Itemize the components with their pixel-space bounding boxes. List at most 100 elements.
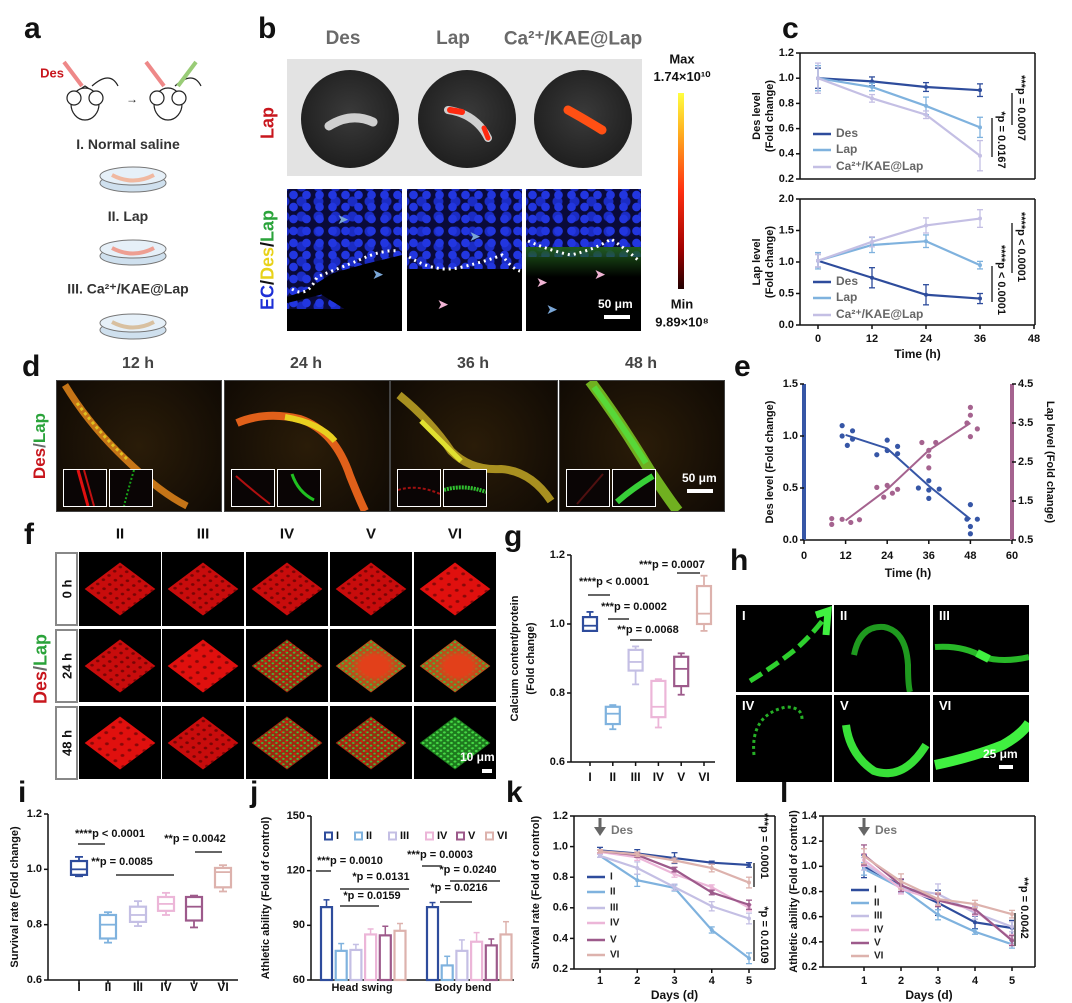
chart-e-2-scatter-point-Lap (874, 484, 880, 490)
ivis-image-ca-kae-lap (534, 70, 632, 168)
chart-j-5-bar-VI (499, 933, 513, 982)
chart-k-6-y-tick-label: 0.8 (553, 871, 568, 883)
panel-letter-b: b (258, 12, 277, 45)
chart-i-4-x-tick-label: IV (160, 980, 171, 994)
chart-k-6-data-point (672, 858, 677, 863)
chart-k-6-y-tick-label: 0.4 (553, 932, 569, 944)
chart-c-1-series-line-Des (817, 259, 981, 300)
chart-c-0-data-point (870, 96, 874, 101)
chart-i-4-x-tick-label: VI (217, 980, 228, 994)
chart-j-5-bar-IV (470, 940, 484, 982)
inset-green-channel (612, 469, 656, 507)
chart-j-5-legend-swatch (456, 831, 465, 841)
biofilm-image-IV-48h (246, 706, 328, 779)
chart-e-2-scatter-point-Des (967, 531, 974, 537)
chart-c-1-y-axis-label: (Fold change) (764, 226, 776, 298)
arrow-icon: ➤ (337, 211, 349, 227)
chart-c-0-y-axis-label: Des level (751, 92, 763, 140)
arrow-icon: ➤ (372, 266, 384, 282)
panel-letter-j: j (250, 776, 259, 809)
panel-a-schematic: → Des I. Normal saline II. Lap III. Ca²⁺… (0, 0, 250, 340)
chart-e-2-scatter-point-Lap (964, 420, 970, 426)
chart-k-6-x-tick-label: 4 (709, 975, 716, 987)
chart-e-2-scatter-point-Des (915, 485, 922, 491)
chart-k-6-data-point (747, 862, 751, 867)
mouse-injection-illustration: → (62, 60, 202, 340)
chart-c-0-y-tick-label: 0.4 (779, 148, 795, 160)
chart-e-2-y2-axis-label: Lap level (Fold change) (1044, 401, 1056, 524)
chart-l-7-y-tick-label: 1.0 (802, 860, 817, 872)
chart-c-1-y-tick-label: 2.0 (779, 193, 794, 205)
chart-j-5-y-tick-label: 150 (287, 810, 305, 822)
group-label: III (939, 608, 950, 623)
chart-k-6-data-point (635, 878, 640, 883)
chart-l-7-data-point (973, 920, 977, 925)
chart-c-1-data-point (978, 263, 982, 268)
calcium-image-VI: VI 25 μm (933, 695, 1029, 782)
chart-e-2-y2-tick-label: 3.5 (1018, 417, 1033, 429)
chart-c-0-legend-label: Lap (836, 142, 857, 156)
time-label-12h: 12 h (121, 355, 155, 372)
chart-i-4-box-VI (213, 866, 233, 889)
chart-e-2-scatter-point-Des (849, 436, 856, 442)
group-label: VI (939, 698, 952, 713)
ivis-image-strip (287, 59, 642, 176)
chart-e-2-scatter-point-Des (964, 516, 970, 522)
chart-k-6-arrow-icon (594, 827, 606, 836)
chart-e-2-y-tick-label: 1.5 (783, 378, 798, 390)
chart-c-0-data-point (924, 103, 928, 108)
colorbar-max-label: Max (669, 51, 695, 67)
column-label-VI: VI (447, 525, 463, 543)
chart-l-7-legend-label: I (874, 885, 877, 896)
chart-e-2-scatter-point-Des (967, 523, 974, 530)
chart-l-7-x-tick-label: 5 (1009, 975, 1015, 987)
chart-k-6-y-tick-label: 1.2 (553, 810, 568, 822)
chart-c-0-series-line-Des (817, 77, 981, 92)
chart-j-5-legend-label: V (468, 830, 476, 842)
chart-g-3-x-tick-label: VI (698, 770, 709, 784)
chart-e-2-scatter-point-Des (974, 516, 980, 522)
chart-e-2-x-tick-label: 48 (964, 550, 976, 562)
chart-l-7-data-point (899, 879, 903, 884)
group-label: V (840, 698, 849, 713)
time-label-36h: 36 h (456, 355, 490, 372)
panel-letter-c: c (782, 12, 799, 45)
chart-e-2-scatter-point-Des (936, 486, 942, 492)
confocal-image-lap: ➤ ➤ (407, 189, 522, 331)
chart-k-6-data-point (709, 866, 714, 871)
chart-l-7-y-axis-label: Athletic ability (Fold of control) (788, 810, 800, 973)
chart-e-2-y2-tick-label: 4.5 (1018, 378, 1033, 390)
group-label: IV (742, 698, 755, 713)
chart-k-6-data-point (747, 880, 751, 885)
calcium-image-II: II (834, 605, 930, 692)
chart-c-0-data-point (816, 76, 820, 81)
group-label: II (840, 608, 848, 623)
chart-c-0-data-point (924, 112, 928, 117)
chart-e-2-x-tick-label: 0 (801, 550, 807, 562)
chart-e-2-scatter-point-Lap (884, 482, 890, 488)
chart-e-2-y-axis-label: Des level (Fold change) (764, 400, 776, 523)
chart-l-7-data-point (936, 897, 940, 902)
chart-c-0-legend-label: Ca²⁺/KAE@Lap (836, 159, 923, 173)
chart-e-2-scatter-point-Lap (926, 453, 932, 459)
chart-c-0-y-tick-label: 0.2 (779, 173, 794, 185)
chart-g-3-p-value-annotation: ***p = 0.0007 (639, 559, 705, 571)
chart-j-5-bar-IV (364, 933, 378, 982)
biofilm-image-VI-24h (414, 629, 496, 702)
ivis-image-des (301, 70, 399, 168)
chart-l-7-y-tick-label: 0.6 (802, 911, 817, 923)
chart-j-5-legend-label: IV (437, 830, 448, 842)
chart-c-1-series-line-Lap (817, 240, 981, 267)
chart-e-2-y2-tick-label: 1.5 (1018, 495, 1033, 507)
chart-l-7-data-point (862, 854, 866, 859)
chart-l-7-y-tick-label: 1.2 (802, 835, 817, 847)
chart-i-4-box-II (98, 913, 118, 940)
colorbar-min-value: 9.89×10⁸ (655, 314, 709, 330)
chart-k-6-arrow-label: Des (611, 823, 633, 837)
chart-j-5-bar-VI (393, 929, 407, 982)
chart-g-3-x-tick-label: IV (653, 770, 664, 784)
chart-l-7-data-point (1010, 924, 1014, 929)
chart-k-6-y-tick-label: 0.2 (553, 963, 568, 975)
column-label-V: V (365, 525, 377, 543)
chart-j-5-y-tick-label: 60 (293, 974, 305, 986)
